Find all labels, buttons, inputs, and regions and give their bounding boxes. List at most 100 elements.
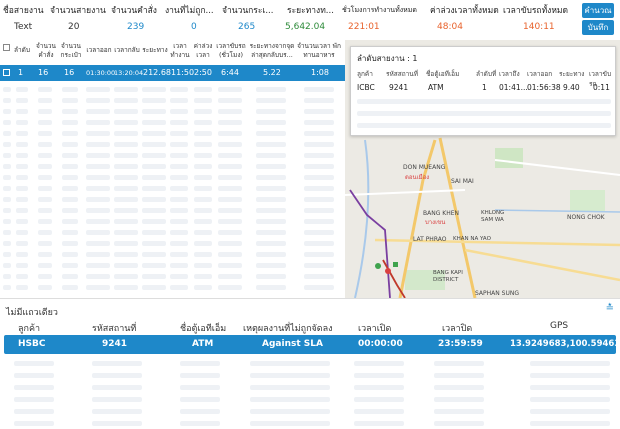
col-header-seq[interactable]: ลำดับ <box>14 46 30 54</box>
placeholder-cell <box>434 409 484 414</box>
placeholder-cell <box>142 241 166 246</box>
table-row[interactable] <box>0 417 620 429</box>
col-header-distance[interactable]: ระยะทาง <box>142 46 168 54</box>
placeholder-cell <box>170 164 188 169</box>
table-row[interactable] <box>0 227 345 238</box>
placeholder-cell <box>16 131 28 136</box>
placeholder-cell <box>194 142 212 147</box>
col-header-drive[interactable]: เวลาขับรถ (ชั่วโมง) <box>216 42 246 59</box>
placeholder-cell <box>142 219 166 224</box>
placeholder-cell <box>38 164 52 169</box>
table-row[interactable] <box>0 393 620 405</box>
table-row[interactable] <box>0 84 345 95</box>
placeholder-cell <box>256 263 286 268</box>
table-row[interactable] <box>0 282 345 293</box>
placeholder-cell <box>530 361 610 366</box>
table-row[interactable] <box>0 150 345 161</box>
placeholder-cell <box>194 109 212 114</box>
col-header-depart[interactable]: เวลาออก <box>86 46 112 54</box>
placeholder-cell <box>194 219 212 224</box>
placeholder-cell <box>218 175 242 180</box>
placeholder-cell <box>218 230 242 235</box>
table-row[interactable] <box>0 260 345 271</box>
placeholder-cell <box>256 153 286 158</box>
bottom-col-close-time[interactable]: เวลาปิด <box>442 324 473 334</box>
bottom-col-atm-name[interactable]: ชื่อตู้เอทีเอ็ม <box>180 324 227 334</box>
chevron-down-icon[interactable]: ≛ <box>605 303 614 314</box>
table-row[interactable] <box>0 172 345 183</box>
col-header-overtime[interactable]: ค่าล่วง เวลา <box>193 42 213 59</box>
placeholder-cell <box>114 175 138 180</box>
placeholder-cell <box>114 109 138 114</box>
bottom-col-open-time[interactable]: เวลาเปิด <box>358 324 392 334</box>
placeholder-cell <box>62 175 78 180</box>
col-header-orders[interactable]: จำนวน คำสั่ง <box>36 42 56 59</box>
placeholder-cell <box>3 252 11 257</box>
table-row[interactable] <box>0 106 345 117</box>
map-label-lat-phrao: LAT PHRAO <box>413 236 447 243</box>
placeholder-cell <box>142 98 166 103</box>
placeholder-cell <box>38 197 52 202</box>
bottom-col-reason[interactable]: เหตุผลงานที่ไม่ถูกจัดลง <box>243 324 333 334</box>
placeholder-cell <box>114 230 138 235</box>
bottom-col-site-code[interactable]: รหัสสถานที่ <box>92 324 137 334</box>
table-row[interactable] <box>0 216 345 227</box>
popup-col-arrive: เวลาถึง <box>499 70 520 78</box>
placeholder-cell <box>14 421 54 426</box>
col-header-work[interactable]: เวลา ทำงาน <box>170 42 190 59</box>
placeholder-cell <box>3 241 11 246</box>
table-row[interactable] <box>0 405 620 417</box>
table-row[interactable] <box>0 381 620 393</box>
table-row[interactable]: HSBC 9241 ATM Against SLA 00:00:00 23:59… <box>4 335 620 354</box>
placeholder-cell <box>16 230 28 235</box>
cell-depart: 01:30:00 <box>86 69 116 77</box>
summary-header-distance: ระยะทางท... <box>287 6 334 16</box>
col-header-bags[interactable]: จำนวน กระเป๋า <box>60 42 82 59</box>
table-row[interactable] <box>0 194 345 205</box>
placeholder-cell <box>142 120 166 125</box>
placeholder-cell <box>62 230 78 235</box>
table-row[interactable] <box>0 369 620 381</box>
col-header-meal-break[interactable]: จำนวนเวลา พักทานอาหาร <box>297 42 341 59</box>
map-label-nong-chok: NONG CHOK <box>567 214 605 221</box>
placeholder-cell <box>3 208 11 213</box>
placeholder-cell <box>86 263 110 268</box>
table-row[interactable] <box>0 357 620 369</box>
bottom-cell-open-time: 00:00:00 <box>358 339 403 349</box>
table-row[interactable] <box>0 117 345 128</box>
placeholder-cell <box>218 263 242 268</box>
save-button[interactable]: บันทึก <box>582 20 614 35</box>
table-row[interactable] <box>0 249 345 260</box>
placeholder-cell <box>304 120 334 125</box>
placeholder-cell <box>530 385 610 390</box>
table-row[interactable] <box>0 95 345 106</box>
table-row[interactable] <box>0 139 345 150</box>
placeholder-cell <box>3 197 11 202</box>
select-all-checkbox[interactable] <box>3 44 10 51</box>
table-row[interactable] <box>0 238 345 249</box>
placeholder-cell <box>16 208 28 213</box>
col-header-return[interactable]: เวลากลับ <box>114 46 140 54</box>
placeholder-cell <box>86 274 110 279</box>
table-row[interactable]: 1 16 16 01:30:00 13:20:04 212.68 11:50 2… <box>0 65 345 81</box>
col-header-last-distance[interactable]: ระยะทางจากจุด ล่าสุดกลับบร... <box>249 42 295 59</box>
table-row[interactable] <box>0 183 345 194</box>
placeholder-cell <box>218 285 242 290</box>
table-row[interactable] <box>0 128 345 139</box>
placeholder-cell <box>62 252 78 257</box>
table-row[interactable] <box>0 271 345 282</box>
placeholder-cell <box>38 98 52 103</box>
placeholder-cell <box>250 385 330 390</box>
placeholder-cell <box>170 241 188 246</box>
bottom-col-customer[interactable]: ลูกค้า <box>18 324 41 334</box>
placeholder-cell <box>86 219 110 224</box>
calculate-button[interactable]: คำนวณ <box>582 3 614 18</box>
row-checkbox[interactable] <box>3 69 10 76</box>
placeholder-cell <box>14 397 54 402</box>
placeholder-cell <box>3 175 11 180</box>
placeholder-cell <box>194 230 212 235</box>
bottom-col-gps[interactable]: GPS <box>550 321 569 331</box>
table-row[interactable] <box>0 161 345 172</box>
table-row[interactable] <box>0 205 345 216</box>
placeholder-cell <box>114 131 138 136</box>
